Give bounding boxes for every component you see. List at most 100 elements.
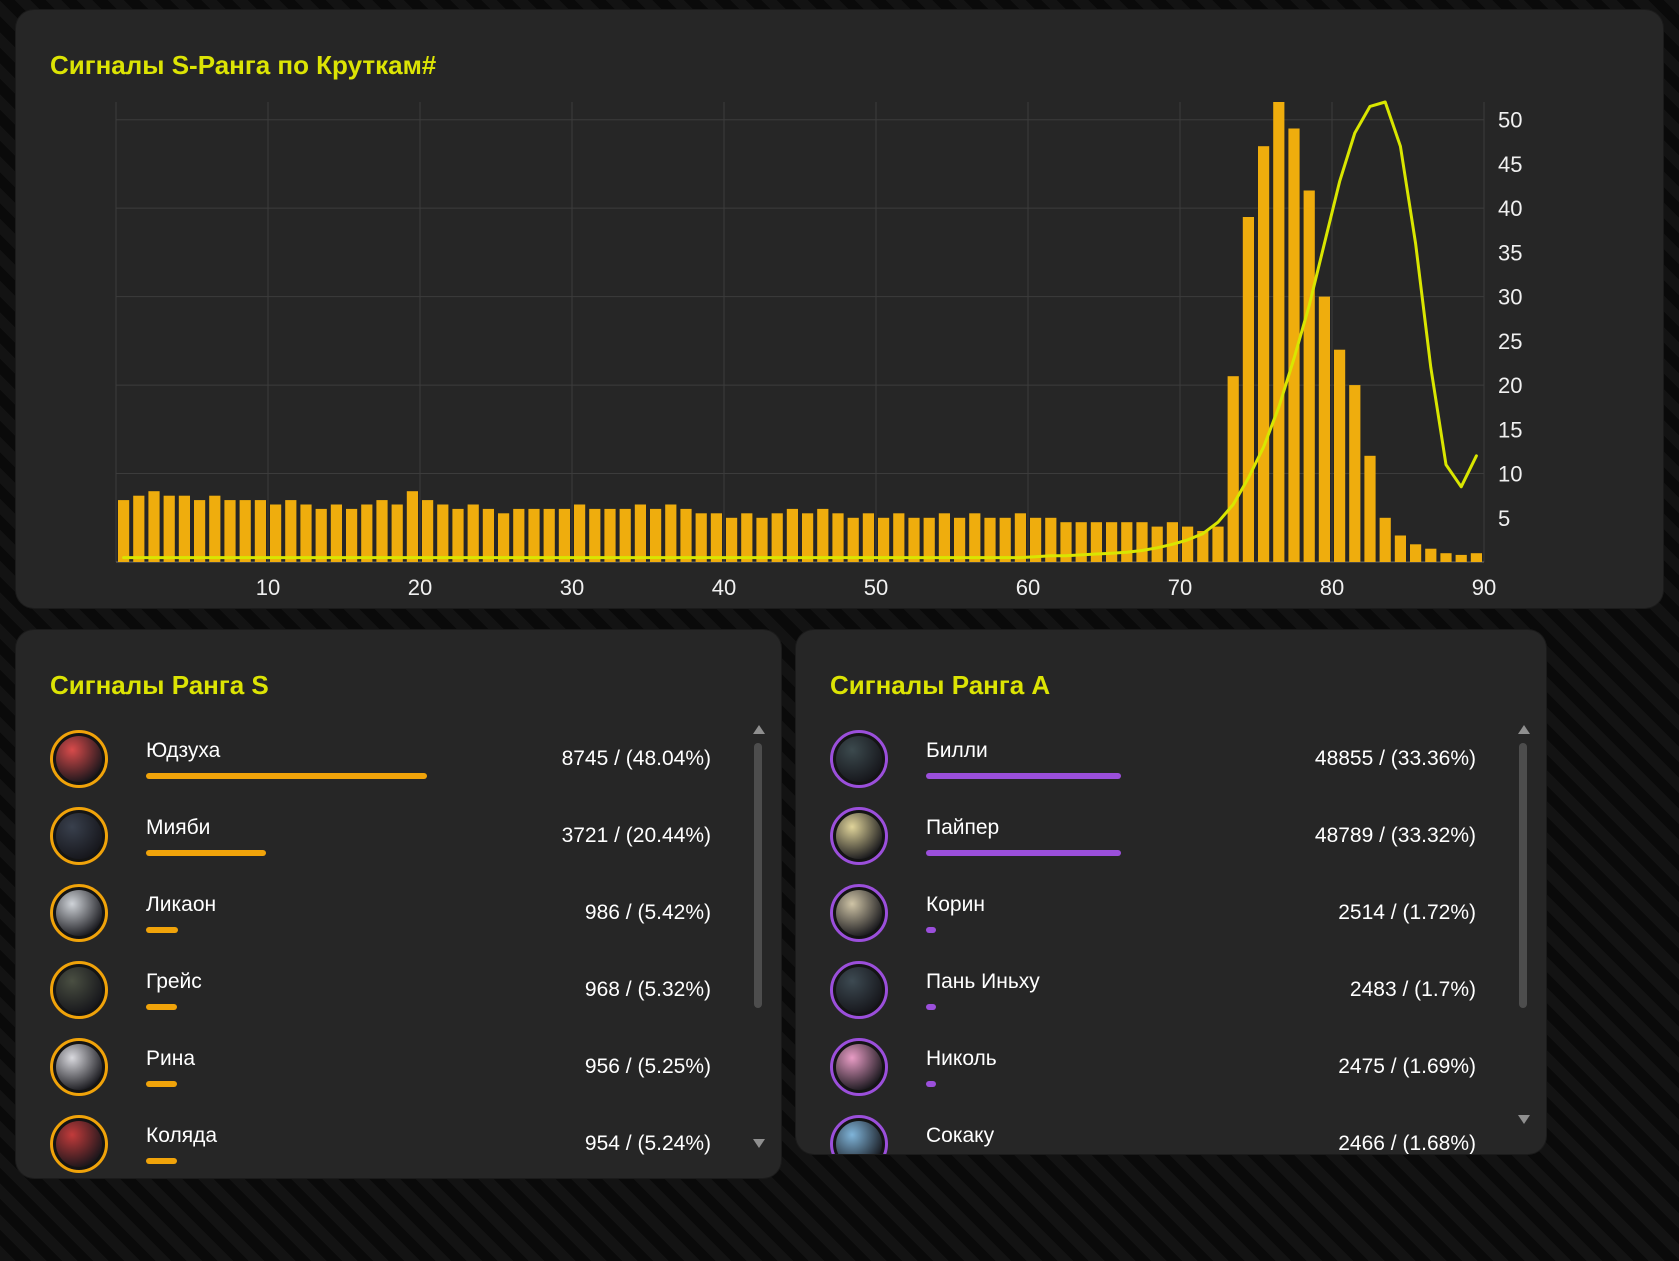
histogram-bar[interactable] — [558, 508, 570, 562]
histogram-bar[interactable] — [1106, 522, 1118, 562]
histogram-bar[interactable] — [1151, 526, 1163, 562]
histogram-bar[interactable] — [1349, 385, 1361, 562]
histogram-bar[interactable] — [695, 513, 707, 562]
histogram-bar[interactable] — [680, 508, 692, 562]
histogram-bar[interactable] — [467, 504, 479, 563]
histogram-bar[interactable] — [1227, 376, 1239, 562]
histogram-bar[interactable] — [376, 500, 388, 562]
histogram-bar[interactable] — [148, 491, 160, 562]
histogram-bar[interactable] — [619, 508, 631, 562]
histogram-bar[interactable] — [1470, 553, 1482, 562]
histogram-bar[interactable] — [391, 504, 403, 563]
scrollbar-thumb[interactable] — [754, 743, 762, 1008]
chart-title[interactable]: Сигналы S-Ранга по Круткам# — [50, 50, 437, 80]
histogram-bar[interactable] — [1425, 548, 1437, 562]
histogram-bar[interactable] — [817, 508, 829, 562]
histogram-bar[interactable] — [574, 504, 586, 563]
histogram-bar[interactable] — [1182, 526, 1194, 562]
histogram-bar[interactable] — [878, 517, 890, 562]
histogram-bar[interactable] — [969, 513, 981, 562]
histogram-bar[interactable] — [726, 517, 738, 562]
histogram-bar[interactable] — [710, 513, 722, 562]
scroll-up-icon[interactable] — [753, 725, 765, 734]
list-item[interactable]: Билли 48855 / (33.36%) — [796, 720, 1546, 797]
histogram-bar[interactable] — [1166, 522, 1178, 562]
histogram-bar[interactable] — [361, 504, 373, 563]
list-item[interactable]: Рина 956 / (5.25%) — [16, 1028, 781, 1105]
histogram-bar[interactable] — [163, 495, 175, 562]
histogram-bar[interactable] — [1075, 522, 1087, 562]
list-item[interactable]: Николь 2475 / (1.69%) — [796, 1028, 1546, 1105]
histogram-bar[interactable] — [1136, 522, 1148, 562]
scrollbar-thumb[interactable] — [1519, 743, 1527, 1008]
histogram-bar[interactable] — [270, 504, 282, 563]
histogram-bar[interactable] — [1288, 128, 1300, 563]
histogram-bar[interactable] — [741, 513, 753, 562]
histogram-bar[interactable] — [1440, 553, 1452, 562]
list-item[interactable]: Грейс 968 / (5.32%) — [16, 951, 781, 1028]
histogram-bar[interactable] — [239, 500, 251, 562]
list-item[interactable]: Коляда 954 / (5.24%) — [16, 1105, 781, 1178]
histogram-bar[interactable] — [513, 508, 525, 562]
histogram-bar[interactable] — [1030, 517, 1042, 562]
histogram-bar[interactable] — [1364, 455, 1376, 562]
histogram-bar[interactable] — [1090, 522, 1102, 562]
histogram-bar[interactable] — [1258, 146, 1270, 562]
histogram-bar[interactable] — [543, 508, 555, 562]
histogram-bar[interactable] — [1212, 526, 1224, 562]
histogram-bar[interactable] — [908, 517, 920, 562]
histogram-bar[interactable] — [954, 517, 966, 562]
histogram-bar[interactable] — [1334, 349, 1346, 562]
histogram-bar[interactable] — [1197, 531, 1209, 562]
histogram-bar[interactable] — [650, 508, 662, 562]
histogram-bar[interactable] — [300, 504, 312, 563]
histogram-bar[interactable] — [178, 495, 190, 562]
list-item[interactable]: Ликаон 986 / (5.42%) — [16, 874, 781, 951]
histogram-bar[interactable] — [893, 513, 905, 562]
histogram-bar[interactable] — [194, 500, 206, 562]
histogram-bar[interactable] — [209, 495, 221, 562]
s-list-scrollbar[interactable] — [751, 725, 765, 1148]
histogram-bar[interactable] — [482, 508, 494, 562]
histogram-bar[interactable] — [1379, 517, 1391, 562]
histogram-bar[interactable] — [528, 508, 540, 562]
histogram-bar[interactable] — [923, 517, 935, 562]
histogram-bar[interactable] — [406, 491, 418, 562]
scroll-down-icon[interactable] — [753, 1139, 765, 1148]
list-item[interactable]: Пань Иньху 2483 / (1.7%) — [796, 951, 1546, 1028]
histogram-bar[interactable] — [224, 500, 236, 562]
histogram-bar[interactable] — [938, 513, 950, 562]
histogram-bar[interactable] — [771, 513, 783, 562]
histogram-bar[interactable] — [1410, 544, 1422, 562]
histogram-bar[interactable] — [1045, 517, 1057, 562]
histogram-bar[interactable] — [756, 517, 768, 562]
list-item[interactable]: Мияби 3721 / (20.44%) — [16, 797, 781, 874]
histogram-bar[interactable] — [133, 495, 145, 562]
histogram-bar[interactable] — [1014, 513, 1026, 562]
histogram-bar[interactable] — [1242, 217, 1254, 562]
histogram-bar[interactable] — [1394, 535, 1406, 563]
histogram-bar[interactable] — [984, 517, 996, 562]
histogram-bar[interactable] — [786, 508, 798, 562]
list-item[interactable]: Корин 2514 / (1.72%) — [796, 874, 1546, 951]
list-item[interactable]: Юдзуха 8745 / (48.04%) — [16, 720, 781, 797]
scroll-up-icon[interactable] — [1518, 725, 1530, 734]
histogram-bar[interactable] — [832, 513, 844, 562]
histogram-bar[interactable] — [634, 504, 646, 563]
histogram-bar[interactable] — [1303, 190, 1315, 563]
histogram-bar[interactable] — [1121, 522, 1133, 562]
histogram-bar[interactable] — [346, 508, 358, 562]
histogram-bar[interactable] — [1455, 554, 1467, 562]
histogram-bar[interactable] — [330, 504, 342, 563]
list-item[interactable]: Пайпер 48789 / (33.32%) — [796, 797, 1546, 874]
histogram-bar[interactable] — [437, 504, 449, 563]
histogram-bar[interactable] — [847, 517, 859, 562]
histogram-bar[interactable] — [452, 508, 464, 562]
histogram-bar[interactable] — [1318, 296, 1330, 562]
histogram-bar[interactable] — [254, 500, 266, 562]
histogram-bar[interactable] — [1060, 522, 1072, 562]
histogram-bar[interactable] — [802, 513, 814, 562]
histogram-bar[interactable] — [862, 513, 874, 562]
list-item[interactable]: Сокаку 2466 / (1.68%) — [796, 1105, 1546, 1154]
histogram-bar[interactable] — [1273, 102, 1285, 562]
